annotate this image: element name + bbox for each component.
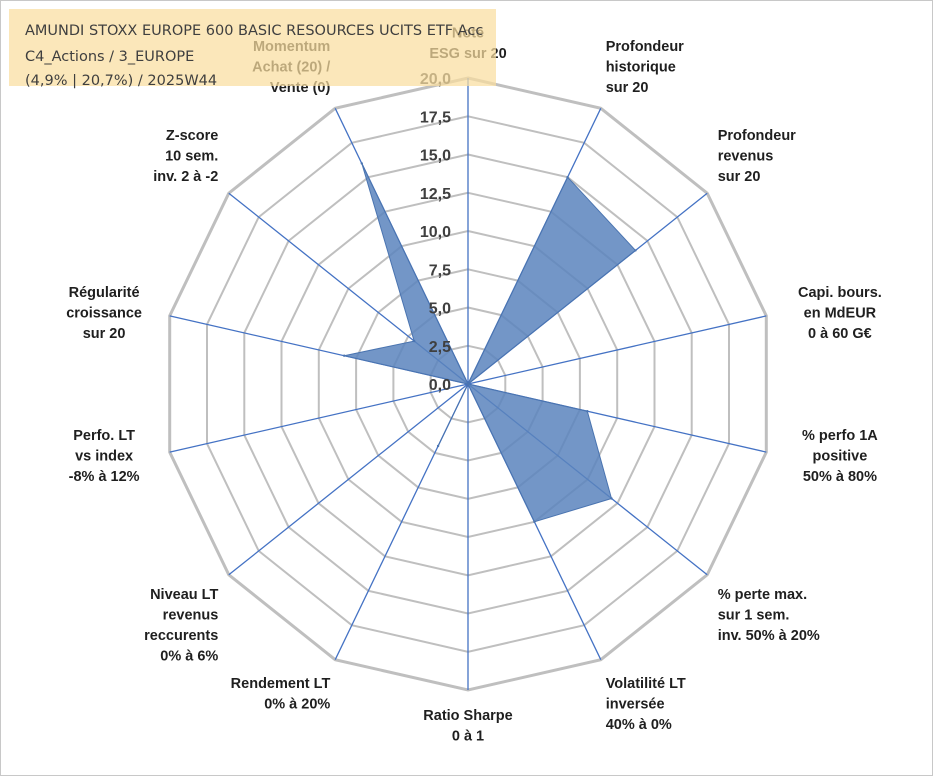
axis-spoke xyxy=(467,315,767,385)
tick-label: 7,5 xyxy=(429,262,451,279)
tick-label: 10,0 xyxy=(420,224,451,241)
axis-label-line: 10 sem. xyxy=(165,149,218,165)
axis-label-line: en MdEUR xyxy=(804,305,877,321)
axis-label-line: Régularité xyxy=(69,285,140,301)
axis-label-line: Volatilité LT xyxy=(606,676,686,692)
axis-label-line: historique xyxy=(606,59,676,75)
data-point xyxy=(343,354,346,357)
axis-label-line: 0 à 1 xyxy=(452,729,484,745)
axis-label-line: Z-score xyxy=(166,128,218,144)
axis-label-line: positive xyxy=(813,449,868,465)
axis-label-line: 0% à 20% xyxy=(264,697,330,713)
data-point xyxy=(436,444,440,448)
axis-label-line: sur 20 xyxy=(606,80,649,96)
chart-subtitle-period: (4,9% | 20,7%) / 2025W44 xyxy=(25,73,218,89)
chart-title: AMUNDI STOXX EUROPE 600 BASIC RESOURCES … xyxy=(25,23,484,39)
axis-label-line: sur 1 sem. xyxy=(718,607,790,623)
series-area xyxy=(344,163,637,523)
axis-label: % perfo 1A positive 50% à 80% xyxy=(802,428,878,485)
tick-label: 17,5 xyxy=(420,109,451,126)
axis-label-line: reccurents xyxy=(144,628,218,644)
data-point xyxy=(360,162,363,165)
axis-label: Z-score 10 sem. inv. 2 à -2 xyxy=(153,128,218,185)
data-point xyxy=(466,382,470,386)
axis-label-line: revenus xyxy=(718,149,774,165)
axis-label-line: inversée xyxy=(606,697,665,713)
axis-label-line: % perte max. xyxy=(718,587,807,603)
data-point xyxy=(610,497,613,500)
axis-label-line: Perfo. LT xyxy=(73,428,135,444)
axis-label-line: Ratio Sharpe xyxy=(423,708,512,724)
axis-label-line: % perfo 1A xyxy=(802,428,878,444)
data-point xyxy=(413,339,416,343)
axis-label: Régularité croissance sur 20 xyxy=(66,285,142,342)
axis-label: Capi. bours. en MdEUR 0 à 60 G€ xyxy=(798,285,882,342)
axis-label: Niveau LT revenus reccurents 0% à 6% xyxy=(144,587,218,665)
axis-label: Rendement LT 0% à 20% xyxy=(231,676,331,713)
chart-title-box: AMUNDI STOXX EUROPE 600 BASIC RESOURCES … xyxy=(9,9,496,89)
axis-label-line: 0 à 60 G€ xyxy=(808,326,872,342)
data-point xyxy=(566,176,569,179)
radar-series xyxy=(343,162,637,523)
axis-spoke xyxy=(228,383,469,576)
axis-label-line: -8% à 12% xyxy=(69,469,140,485)
axis-label-line: 40% à 0% xyxy=(606,717,672,733)
axis-label-line: inv. 50% à 20% xyxy=(718,628,820,644)
axis-label-line: Profondeur xyxy=(606,39,684,55)
tick-label: 0,0 xyxy=(429,377,451,394)
axis-label: Perfo. LT vs index -8% à 12% xyxy=(69,428,140,485)
chart-subtitle-category: C4_Actions / 3_EUROPE xyxy=(25,49,195,65)
tick-label: 2,5 xyxy=(429,339,451,356)
tick-label: 15,0 xyxy=(420,148,451,165)
axis-label-line: vs index xyxy=(75,449,133,465)
axis-label-line: inv. 2 à -2 xyxy=(153,169,218,185)
axis-label-line: 0% à 6% xyxy=(160,648,218,664)
tick-label: 5,0 xyxy=(429,301,451,318)
axis-label: % perte max. sur 1 sem. inv. 50% à 20% xyxy=(718,587,820,644)
data-point xyxy=(533,520,536,523)
data-point xyxy=(634,249,637,252)
axis-label-line: 50% à 80% xyxy=(803,469,877,485)
axis-label-line: sur 20 xyxy=(83,326,126,342)
axis-label-line: croissance xyxy=(66,305,142,321)
data-point xyxy=(586,410,589,413)
axis-label: Profondeur revenus sur 20 xyxy=(718,128,796,185)
axis-label-line: sur 20 xyxy=(718,169,761,185)
axis-label: Ratio Sharpe 0 à 1 xyxy=(423,708,512,745)
axis-label-line: Niveau LT xyxy=(150,587,218,603)
axis-spoke xyxy=(169,383,469,453)
axis-label-line: Capi. bours. xyxy=(798,285,882,301)
axis-label: Profondeur historique sur 20 xyxy=(606,39,684,96)
axis-label: Volatilité LT inversée 40% à 0% xyxy=(606,676,686,733)
axis-label-line: Profondeur xyxy=(718,128,796,144)
axis-label-line: revenus xyxy=(163,607,219,623)
axis-label-line: Rendement LT xyxy=(231,676,331,692)
tick-label: 12,5 xyxy=(420,186,451,203)
